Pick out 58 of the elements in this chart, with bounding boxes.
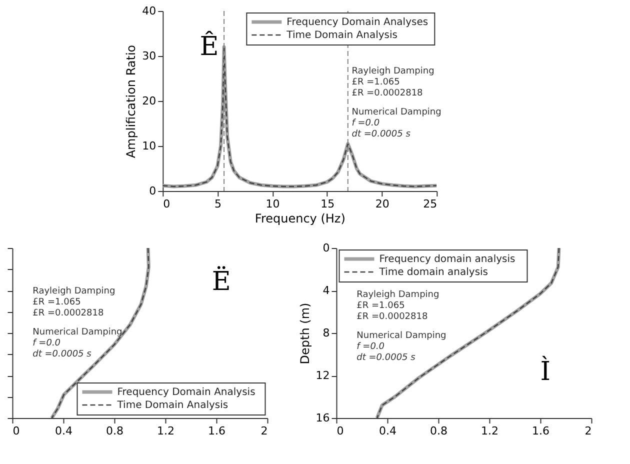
x-tick-label: 20 bbox=[375, 198, 390, 210]
legend-label: Time Domain Analysis bbox=[116, 400, 228, 411]
annotation: £R =1.065 bbox=[352, 77, 400, 88]
annotation: Rayleigh Damping bbox=[352, 66, 434, 76]
y-tick-label: 0 bbox=[322, 242, 330, 254]
x-tick-label: 1.6 bbox=[208, 424, 226, 438]
x-tick-label: 5 bbox=[214, 198, 222, 210]
y-tick-label: 16 bbox=[316, 412, 330, 424]
x-tick-label: 2 bbox=[260, 424, 268, 438]
annotation: Ë bbox=[212, 266, 231, 297]
y-tick-label: 20 bbox=[142, 94, 156, 108]
legend-label: Time domain analysis bbox=[378, 267, 488, 278]
y-axis-title: Amplification Ratio bbox=[124, 44, 138, 158]
x-tick-label: 2 bbox=[584, 424, 592, 438]
annotation: f =0.0 bbox=[356, 342, 385, 352]
annotation: Numerical Damping bbox=[352, 107, 442, 118]
annotation: £R =1.065 bbox=[356, 300, 405, 311]
annotation: £R =0.0002818 bbox=[352, 88, 424, 98]
y-tick-label: 0 bbox=[149, 184, 156, 198]
x-tick-label: 0.8 bbox=[106, 424, 124, 438]
y-tick-label: 12 bbox=[316, 369, 330, 382]
annotation: Numerical Damping bbox=[32, 328, 122, 338]
annotation: f =0.0 bbox=[352, 118, 380, 128]
annotation: dt =0.0005 s bbox=[356, 352, 416, 363]
y-axis-title: Depth (m) bbox=[298, 302, 312, 364]
legend-label: Frequency domain analysis bbox=[379, 254, 516, 265]
y-tick-label: 30 bbox=[142, 50, 156, 62]
annotation: Numerical Damping bbox=[356, 330, 446, 341]
annotation: Ê bbox=[200, 30, 219, 62]
annotation: £R =0.0002818 bbox=[32, 308, 104, 318]
annotation: Ì bbox=[540, 355, 550, 388]
annotation: f =0.0 bbox=[32, 338, 61, 348]
x-tick-label: 15 bbox=[320, 198, 335, 210]
x-axis-title: Frequency (Hz) bbox=[254, 212, 346, 226]
legend-label: Time Domain Analysis bbox=[286, 30, 398, 41]
y-tick-label: 4 bbox=[322, 284, 330, 297]
y-tick-label: 10 bbox=[142, 140, 156, 152]
x-tick-label: 0 bbox=[336, 424, 344, 438]
y-tick-label: 40 bbox=[142, 4, 156, 18]
x-tick-label: 0.4 bbox=[379, 424, 396, 438]
annotation: £R =0.0002818 bbox=[356, 312, 428, 322]
x-tick-label: 1.2 bbox=[157, 424, 174, 438]
legend-label: Frequency Domain Analyses bbox=[286, 17, 428, 28]
x-tick-label: 25 bbox=[423, 198, 438, 210]
annotation: dt =0.0005 s bbox=[352, 129, 411, 140]
annotation: Rayleigh Damping bbox=[32, 286, 116, 296]
annotation: Rayleigh Damping bbox=[356, 290, 440, 300]
annotation: dt =0.0005 s bbox=[32, 350, 92, 360]
x-tick-label: 0 bbox=[12, 424, 20, 438]
legend-label: Frequency Domain Analysis bbox=[117, 387, 256, 398]
x-tick-label: 10 bbox=[266, 198, 280, 210]
x-tick-label: 1.6 bbox=[532, 424, 550, 438]
annotation: £R =1.065 bbox=[32, 298, 81, 308]
y-tick-label: 8 bbox=[322, 326, 330, 340]
x-tick-label: 0.4 bbox=[55, 424, 72, 438]
x-tick-label: 1.2 bbox=[481, 424, 498, 438]
x-tick-label: 0 bbox=[163, 198, 170, 210]
x-tick-label: 0.8 bbox=[430, 424, 448, 438]
